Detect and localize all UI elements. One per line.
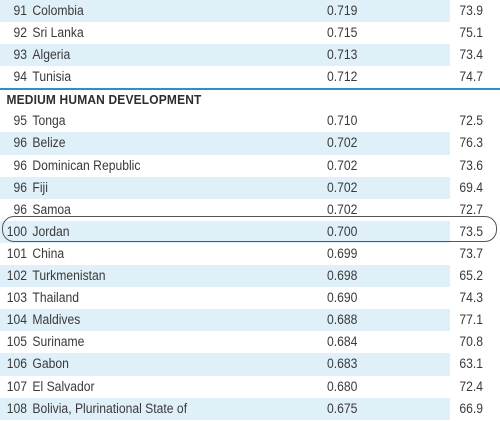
rank-cell: 104 bbox=[6, 312, 28, 328]
country-cell: Jordan bbox=[32, 223, 70, 239]
rank-cell: 94 bbox=[13, 69, 27, 85]
country-cell: Dominican Republic bbox=[32, 157, 141, 173]
rank-cell: 101 bbox=[6, 245, 28, 261]
hdi-value-cell: 0.680 bbox=[326, 378, 358, 394]
country-cell: Thailand bbox=[32, 290, 80, 306]
table-row: 104 Maldives 0.688 77.1 bbox=[0, 309, 483, 332]
rank-cell: 91 bbox=[13, 3, 27, 18]
life-expectancy-cell: 72.5 bbox=[459, 113, 483, 129]
hdi-value-cell: 0.683 bbox=[326, 356, 358, 372]
life-expectancy-cell: 73.4 bbox=[459, 47, 483, 63]
hdi-value-cell: 0.675 bbox=[326, 400, 358, 416]
table-row: 103 Thailand 0.690 74.3 bbox=[0, 287, 483, 309]
country-cell: Bolivia, Plurinational State of bbox=[32, 400, 188, 416]
country-cell: Suriname bbox=[32, 334, 85, 350]
table-row: 91 Colombia 0.719 73.9 bbox=[0, 0, 483, 23]
rank-cell: 96 bbox=[13, 201, 27, 217]
section-header: MEDIUM HUMAN DEVELOPMENT bbox=[6, 92, 202, 108]
life-expectancy-cell: 72.7 bbox=[459, 201, 483, 217]
country-cell: Fiji bbox=[32, 179, 48, 195]
life-expectancy-cell: 70.8 bbox=[459, 334, 483, 350]
life-expectancy-cell: 74.3 bbox=[459, 290, 483, 306]
life-expectancy-cell: 74.7 bbox=[459, 69, 483, 85]
table-row: 96 Samoa 0.702 72.7 bbox=[0, 199, 483, 221]
country-cell: Tonga bbox=[32, 113, 66, 129]
table-row: 100 Jordan 0.700 73.5 bbox=[0, 220, 483, 243]
high-development-rows: 91 Colombia 0.719 73.9 92 Sri Lanka 0.715 75.1 9… bbox=[0, 0, 500, 88]
country-cell: Samoa bbox=[32, 201, 71, 217]
life-expectancy-cell: 63.1 bbox=[459, 356, 483, 372]
rank-cell: 96 bbox=[13, 157, 27, 173]
table-row: 101 China 0.699 73.7 bbox=[0, 243, 483, 265]
country-cell: China bbox=[32, 245, 65, 261]
country-cell: Algeria bbox=[32, 47, 71, 63]
country-cell: El Salvador bbox=[32, 378, 95, 394]
life-expectancy-cell: 73.5 bbox=[459, 223, 483, 239]
table-row: 108 Bolivia, Plurinational State of 0.675 6… bbox=[0, 397, 483, 420]
life-expectancy-cell: 73.7 bbox=[459, 245, 483, 261]
hdi-value-cell: 0.712 bbox=[326, 69, 358, 85]
hdi-value-cell: 0.719 bbox=[326, 3, 358, 18]
hdi-value-cell: 0.698 bbox=[326, 268, 358, 284]
hdi-value-cell: 0.699 bbox=[326, 245, 358, 261]
table-row: 106 Gabon 0.683 63.1 bbox=[0, 353, 483, 376]
hdi-value-cell: 0.688 bbox=[326, 312, 358, 328]
hdi-value-cell: 0.702 bbox=[326, 135, 358, 151]
life-expectancy-cell: 73.6 bbox=[459, 157, 483, 173]
table-row: 96 Fiji 0.702 69.4 bbox=[0, 176, 483, 199]
life-expectancy-cell: 77.1 bbox=[459, 312, 483, 328]
medium-development-rows: 95 Tonga 0.710 72.5 96 Belize 0.702 76.3 96 Domin… bbox=[0, 110, 500, 420]
table-row: 102 Turkmenistan 0.698 65.2 bbox=[0, 265, 483, 288]
table-row: 95 Tonga 0.710 72.5 bbox=[0, 110, 483, 132]
hdi-value-cell: 0.684 bbox=[326, 334, 358, 350]
country-cell: Tunisia bbox=[32, 69, 72, 85]
table-row: 107 El Salvador 0.680 72.4 bbox=[0, 376, 483, 398]
rank-cell: 103 bbox=[6, 290, 28, 306]
country-cell: Sri Lanka bbox=[32, 25, 84, 41]
hdi-value-cell: 0.702 bbox=[326, 201, 358, 217]
rank-cell: 96 bbox=[13, 135, 27, 151]
hdi-value-cell: 0.690 bbox=[326, 290, 358, 306]
rank-cell: 93 bbox=[13, 47, 27, 63]
country-cell: Colombia bbox=[32, 3, 84, 18]
country-cell: Turkmenistan bbox=[32, 268, 106, 284]
table-row: 105 Suriname 0.684 70.8 bbox=[0, 331, 483, 353]
hdi-value-cell: 0.702 bbox=[326, 157, 358, 173]
life-expectancy-cell: 76.3 bbox=[459, 135, 483, 151]
hdi-value-cell: 0.715 bbox=[326, 25, 358, 41]
rank-cell: 108 bbox=[6, 400, 28, 416]
hdi-value-cell: 0.710 bbox=[326, 113, 358, 129]
life-expectancy-cell: 65.2 bbox=[459, 268, 483, 284]
rank-cell: 95 bbox=[13, 113, 27, 129]
rank-cell: 92 bbox=[13, 25, 27, 41]
life-expectancy-cell: 75.1 bbox=[459, 25, 483, 41]
rank-cell: 106 bbox=[6, 356, 28, 372]
hdi-value-cell: 0.700 bbox=[326, 223, 358, 239]
section-divider bbox=[0, 88, 500, 91]
table-row: 92 Sri Lanka 0.715 75.1 bbox=[0, 22, 483, 44]
life-expectancy-cell: 72.4 bbox=[459, 378, 483, 394]
hdi-value-cell: 0.702 bbox=[326, 179, 358, 195]
country-cell: Belize bbox=[32, 135, 66, 151]
hdi-value-cell: 0.713 bbox=[326, 47, 358, 63]
table-row: 94 Tunisia 0.712 74.7 bbox=[0, 66, 483, 88]
life-expectancy-cell: 69.4 bbox=[459, 179, 483, 195]
rank-cell: 107 bbox=[6, 378, 28, 394]
rank-cell: 96 bbox=[13, 179, 27, 195]
country-cell: Gabon bbox=[32, 356, 69, 372]
rank-cell: 102 bbox=[6, 268, 28, 284]
table-row: 96 Dominican Republic 0.702 73.6 bbox=[0, 155, 483, 177]
life-expectancy-cell: 66.9 bbox=[459, 400, 483, 416]
table-row: 96 Belize 0.702 76.3 bbox=[0, 132, 483, 155]
rank-cell: 105 bbox=[6, 334, 28, 350]
table-row: 93 Algeria 0.713 73.4 bbox=[0, 44, 483, 67]
country-cell: Maldives bbox=[32, 312, 81, 328]
rank-cell: 100 bbox=[6, 223, 28, 239]
life-expectancy-cell: 73.9 bbox=[459, 3, 483, 18]
